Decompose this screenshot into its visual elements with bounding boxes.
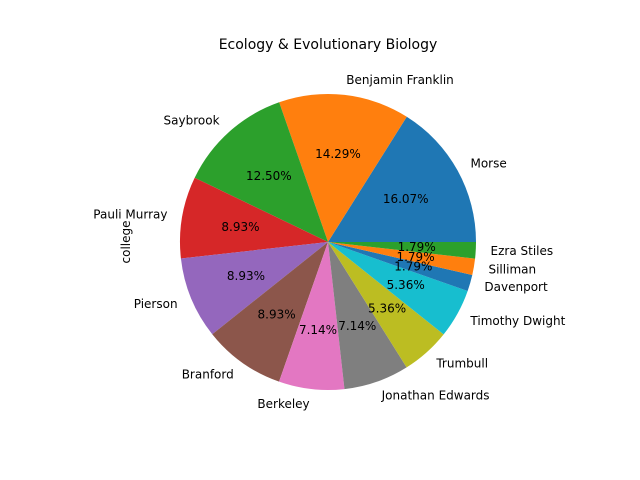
pie-slice-benjamin-franklin <box>279 94 407 243</box>
y-axis-label: college <box>119 221 133 264</box>
pie-slice-silliman <box>328 242 476 276</box>
slice-percent-trumbull: 5.36% <box>368 301 406 315</box>
chart-title: Ecology & Evolutionary Biology <box>219 37 438 53</box>
slice-percent-pierson: 8.93% <box>227 269 265 283</box>
slice-label-branford: Branford <box>182 368 234 382</box>
pie-slice-saybrook <box>194 102 328 242</box>
slice-percent-silliman: 1.79% <box>396 250 434 264</box>
slice-label-trumbull: Trumbull <box>435 356 488 370</box>
pie-slice-ezra-stiles <box>328 242 476 259</box>
slice-percent-davenport: 1.79% <box>394 260 432 274</box>
slice-label-pauli-murray: Pauli Murray <box>93 208 167 222</box>
pie-slice-berkeley <box>279 242 345 391</box>
pie-slice-branford <box>212 242 328 382</box>
slice-percent-ezra-stiles: 1.79% <box>398 240 436 254</box>
slice-percent-benjamin-franklin: 14.29% <box>315 147 361 161</box>
slice-label-benjamin-franklin: Benjamin Franklin <box>346 73 454 87</box>
slice-label-timothy-dwight: Timothy Dwight <box>469 314 565 328</box>
slice-label-davenport: Davenport <box>484 280 548 294</box>
slice-label-silliman: Silliman <box>488 262 536 276</box>
slice-label-berkeley: Berkeley <box>257 397 309 411</box>
slice-label-ezra-stiles: Ezra Stiles <box>491 244 554 258</box>
pie-slice-pauli-murray <box>179 177 328 259</box>
slice-label-saybrook: Saybrook <box>164 114 220 128</box>
slice-label-pierson: Pierson <box>134 297 178 311</box>
pie-slice-morse <box>328 116 476 242</box>
pie-labels: Morse 16.07% Benjamin Franklin 14.29% Saybro… <box>93 73 565 411</box>
pie-slice-trumbull <box>328 242 444 368</box>
slice-percent-berkeley: 7.14% <box>299 323 337 337</box>
slice-percent-jonathan-edwards: 7.14% <box>338 319 376 333</box>
slice-percent-morse: 16.07% <box>383 192 429 206</box>
slice-percent-pauli-murray: 8.93% <box>221 220 259 234</box>
slice-percent-saybrook: 12.50% <box>246 169 292 183</box>
pie-slice-timothy-dwight <box>328 242 468 335</box>
pie-slices <box>179 94 476 391</box>
pie-slice-jonathan-edwards <box>328 242 407 390</box>
pie-slice-pierson <box>180 242 328 335</box>
slice-label-morse: Morse <box>470 156 506 170</box>
slice-percent-timothy-dwight: 5.36% <box>387 278 425 292</box>
slice-percent-branford: 8.93% <box>258 307 296 321</box>
pie-slice-davenport <box>328 242 473 291</box>
slice-label-jonathan-edwards: Jonathan Edwards <box>381 389 490 403</box>
